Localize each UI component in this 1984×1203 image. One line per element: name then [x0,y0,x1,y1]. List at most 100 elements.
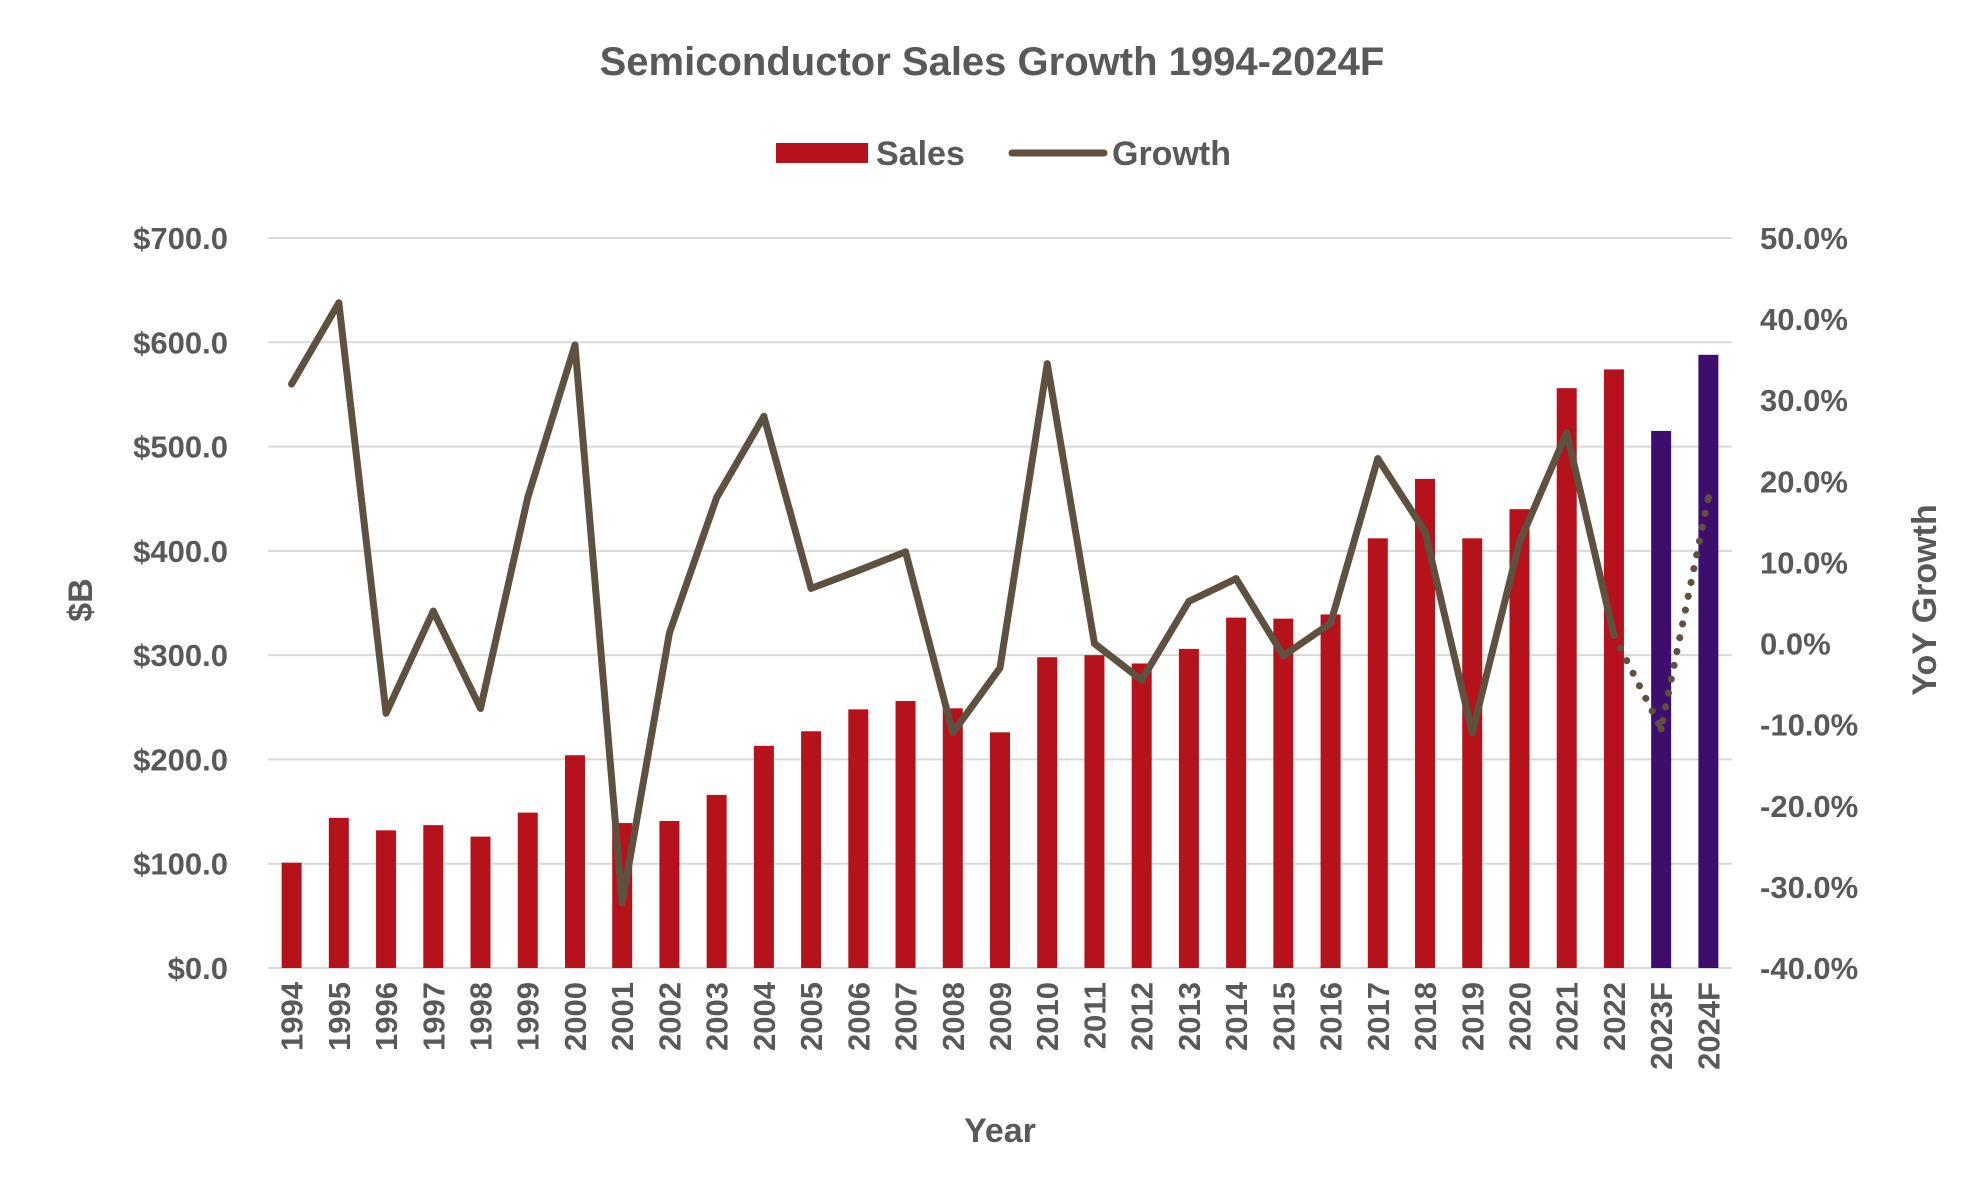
growth-point-2019 [1468,729,1476,737]
x-tick-label: 1999 [511,982,546,1051]
bar-2003 [706,794,727,968]
bar-2010 [1037,657,1058,968]
x-tick-label: 2008 [936,982,971,1051]
bar-2000 [564,755,585,968]
y2-tick-label: 50.0% [1760,221,1848,256]
y-tick-label: $300.0 [133,638,228,673]
bar-2011 [1084,655,1105,968]
y2-tick-label: -10.0% [1760,708,1858,743]
x-tick-label: 2006 [841,982,876,1051]
legend-sales-swatch [776,143,868,163]
bar-2022 [1603,369,1624,968]
bar-2012 [1131,663,1152,968]
bar-2016 [1320,614,1341,968]
y2-tick-label: 40.0% [1760,302,1848,337]
bar-2004 [753,745,774,968]
growth-point-2011 [1090,640,1098,648]
left-axis-title: $B [62,578,100,621]
y2-tick-label: -20.0% [1760,789,1858,824]
growth-point-1997 [429,607,437,615]
sales-bars [281,354,1719,969]
growth-point-2021 [1563,429,1571,437]
bar-2018 [1415,478,1436,968]
right-axis-ticks: -40.0% -30.0% -20.0% -10.0% 0.0% 10.0% 20.0% 30… [1760,221,1858,986]
bar-1997 [423,825,444,968]
growth-point-2013 [1185,597,1193,605]
growth-point-1998 [477,704,485,712]
x-tick-label: 1997 [416,982,451,1051]
growth-point-2005 [807,584,815,592]
bar-1995 [328,817,349,968]
bar-2013 [1178,648,1199,968]
bar-2017 [1367,538,1388,968]
y-tick-label: $200.0 [133,742,228,777]
bar-2014 [1226,617,1247,968]
x-tick-label: 1998 [464,982,499,1051]
x-tick-label: 2018 [1408,982,1443,1051]
y2-tick-label: 10.0% [1760,545,1848,580]
right-axis-title: YoY Growth [1906,504,1944,695]
chart-title: Semiconductor Sales Growth 1994-2024F [600,40,1385,84]
x-tick-label: 2009 [983,982,1018,1051]
x-tick-label: 2023F [1644,982,1679,1070]
bar-2006 [848,709,869,968]
legend: Sales Growth [776,135,1231,173]
growth-point-2016 [1327,619,1335,627]
y2-tick-label: -40.0% [1760,951,1858,986]
x-tick-label: 2010 [1030,982,1065,1051]
y2-tick-label: 0.0% [1760,627,1831,662]
growth-point-2004 [760,412,768,420]
x-tick-label: 1994 [275,981,310,1051]
x-tick-label: 2024F [1691,982,1726,1070]
growth-point-1999 [524,494,532,502]
growth-point-1995 [335,299,343,307]
y-tick-label: $400.0 [133,534,228,569]
growth-line-layer [288,299,1712,907]
legend-growth-label: Growth [1112,135,1231,173]
bar-2007 [895,701,916,968]
growth-point-2000 [571,341,579,349]
y-tick-label: $500.0 [133,430,228,465]
growth-point-1994 [288,380,296,388]
growth-point-2015 [1279,652,1287,660]
growth-point-2001 [618,899,626,907]
bar-1996 [376,830,397,968]
growth-point-2003 [713,494,721,502]
x-tick-label: 2017 [1361,982,1396,1051]
bar-2005 [801,731,822,968]
x-tick-label: 2000 [558,982,593,1051]
growth-point-2014 [1232,575,1240,583]
x-tick-label: 2001 [605,982,640,1051]
growth-point-2012 [1138,676,1146,684]
x-tick-label: 2012 [1125,982,1160,1051]
x-tick-label: 2003 [700,982,735,1051]
growth-point-2022 [1610,631,1618,639]
x-axis-title: Year [964,1112,1036,1150]
growth-point-2002 [665,629,673,637]
x-tick-label: 2022 [1597,982,1632,1051]
x-tick-label: 2020 [1502,982,1537,1051]
x-tick-label: 2019 [1455,982,1490,1051]
bar-2023F [1651,430,1672,968]
growth-point-2008 [949,729,957,737]
x-tick-label: 2011 [1077,982,1112,1049]
growth-point-2006 [854,567,862,575]
bar-2019 [1462,538,1483,968]
growth-point-2024F [1704,494,1712,502]
bar-1999 [517,812,538,968]
bar-2024F [1698,354,1719,968]
bar-2008 [942,708,963,968]
y-tick-label: $700.0 [133,221,228,256]
y2-tick-label: -30.0% [1760,870,1858,905]
bar-1994 [281,862,302,968]
bar-2009 [990,732,1010,968]
growth-point-1996 [382,709,390,717]
growth-point-2007 [902,548,910,556]
bar-2020 [1509,509,1530,968]
y-tick-label: $100.0 [133,847,228,882]
bar-2021 [1556,388,1577,969]
bar-1998 [470,836,491,968]
x-axis-ticks: 1994 1995 1996 1997 1998 1999 2000 2001 2002 2003… [275,981,1727,1070]
